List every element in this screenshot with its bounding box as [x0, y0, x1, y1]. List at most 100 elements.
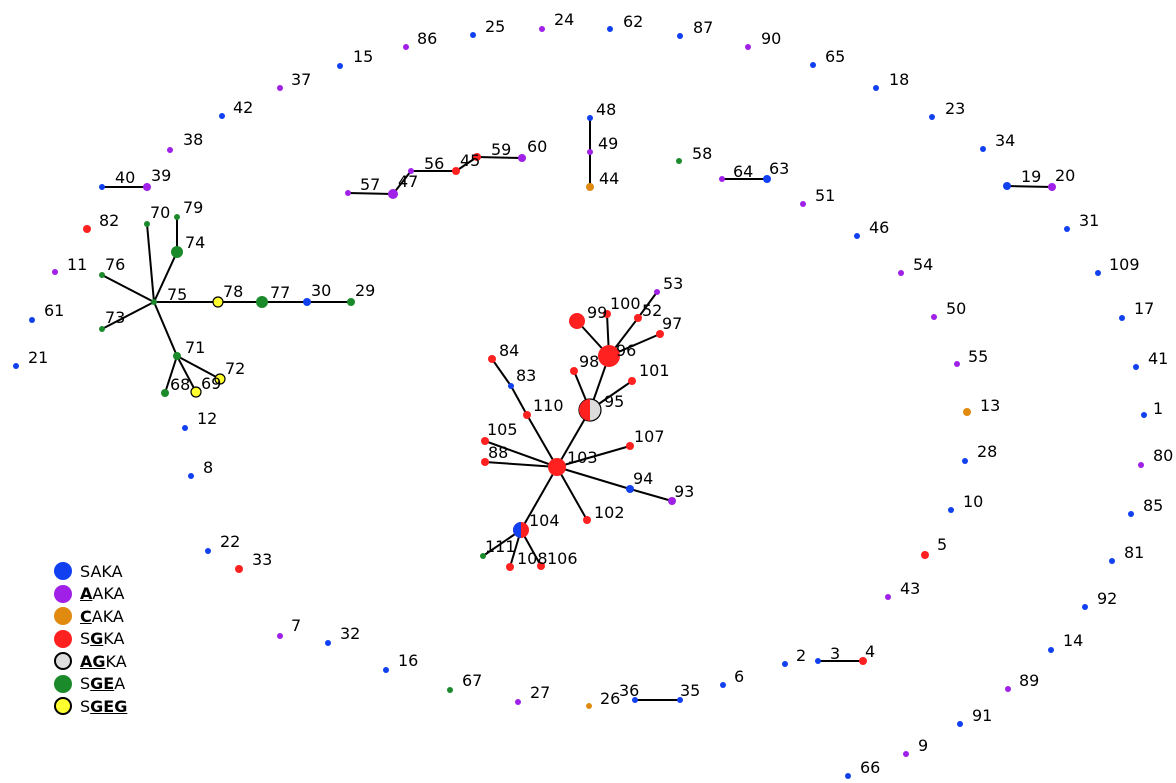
node-label-102: 102 [594, 503, 625, 522]
node-81 [1109, 558, 1115, 564]
node-41 [1133, 364, 1139, 370]
node-label-101: 101 [639, 361, 670, 380]
node-label-37: 37 [291, 70, 311, 89]
node-66 [845, 773, 851, 779]
node-6 [720, 682, 726, 688]
node-89 [1005, 686, 1011, 692]
node-layer [13, 26, 1147, 779]
node-61 [29, 317, 35, 323]
node-37 [277, 85, 283, 91]
node-30 [303, 298, 311, 306]
node-label-98: 98 [579, 352, 599, 371]
node-label-41: 41 [1148, 349, 1168, 368]
node-label-80: 80 [1153, 446, 1173, 465]
node-78 [212, 296, 224, 308]
node-26 [586, 703, 592, 709]
node-45 [452, 167, 460, 175]
node-35 [677, 697, 683, 703]
edge-75-76 [101, 274, 155, 303]
node-109 [1095, 270, 1101, 276]
node-label-28: 28 [977, 442, 997, 461]
node-27 [515, 699, 521, 705]
node-79 [174, 214, 180, 220]
node-label-58: 58 [692, 144, 712, 163]
node-label-10: 10 [963, 492, 983, 511]
node-label-5: 5 [937, 535, 947, 554]
node-94 [626, 485, 634, 493]
node-72 [214, 373, 226, 385]
node-86 [403, 44, 409, 50]
node-label-26: 26 [600, 689, 620, 708]
node-43 [885, 594, 891, 600]
legend-swatch-red [54, 629, 72, 648]
node-68 [161, 389, 169, 397]
edge-103-107 [556, 445, 631, 468]
node-54 [898, 270, 904, 276]
legend-item-aaka: AAKA [54, 583, 127, 606]
node-label-69: 69 [201, 374, 221, 393]
node-label-33: 33 [252, 550, 272, 569]
node-4 [859, 657, 867, 665]
node-1 [1141, 412, 1147, 418]
node-label-17: 17 [1134, 299, 1154, 318]
node-label-70: 70 [150, 203, 170, 222]
node-47 [388, 189, 398, 199]
node-label-50: 50 [946, 299, 966, 318]
edge-layer [101, 118, 1053, 701]
node-5 [921, 551, 929, 559]
node-98 [570, 367, 578, 375]
node-70 [144, 221, 150, 227]
legend-label: CAKA [80, 606, 124, 626]
node-84 [488, 355, 496, 363]
node-label-103: 103 [567, 448, 598, 467]
node-34 [980, 146, 986, 152]
legend-label: SGEA [80, 674, 126, 694]
node-97 [656, 330, 664, 338]
node-80 [1138, 462, 1144, 468]
node-62 [607, 26, 613, 32]
node-label-75: 75 [167, 285, 187, 304]
node-101 [628, 377, 636, 385]
node-38 [167, 147, 173, 153]
node-label-34: 34 [995, 131, 1015, 150]
node-label-105: 105 [487, 420, 518, 439]
node-label-71: 71 [185, 338, 205, 357]
node-label-65: 65 [825, 47, 845, 66]
node-46 [854, 233, 860, 239]
node-label-12: 12 [197, 409, 217, 428]
node-103 [548, 458, 566, 476]
node-107 [626, 442, 634, 450]
node-label-40: 40 [115, 168, 135, 187]
node-7 [277, 633, 283, 639]
node-label-53: 53 [663, 274, 683, 293]
node-label-60: 60 [527, 137, 547, 156]
node-label-2: 2 [796, 646, 806, 665]
node-label-24: 24 [554, 10, 574, 29]
node-label-104: 104 [529, 511, 560, 530]
node-label-99: 99 [587, 303, 607, 322]
node-52 [634, 314, 642, 322]
edge-59-60 [476, 156, 523, 159]
node-48 [587, 115, 593, 121]
node-19 [1003, 182, 1011, 190]
node-24 [539, 26, 545, 32]
node-58 [676, 158, 682, 164]
node-56 [408, 168, 414, 174]
node-23 [929, 114, 935, 120]
node-55 [954, 361, 960, 367]
node-22 [205, 548, 211, 554]
edge-57-47 [347, 192, 394, 195]
legend-swatch-purple [54, 584, 72, 603]
edge-71-69 [176, 355, 197, 393]
node-100 [603, 310, 611, 318]
node-label-81: 81 [1124, 543, 1144, 562]
node-label-38: 38 [183, 130, 203, 149]
node-label-27: 27 [530, 683, 550, 702]
node-label-4: 4 [865, 642, 875, 661]
legend-item-sgka: SGKA [54, 628, 127, 651]
node-label-7: 7 [291, 616, 301, 635]
node-44 [586, 183, 594, 191]
node-16 [383, 667, 389, 673]
legend-swatch-green [54, 674, 72, 693]
node-label-13: 13 [980, 396, 1000, 415]
